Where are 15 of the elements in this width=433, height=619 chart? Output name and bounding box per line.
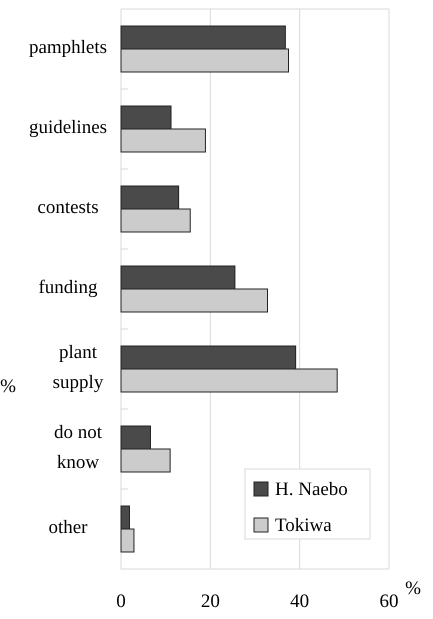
- y-tick-label: plant supply: [52, 342, 104, 394]
- legend-label: Tokiwa: [275, 515, 332, 536]
- x-axis-title: %: [405, 578, 422, 599]
- x-tick-label: 60: [380, 591, 398, 612]
- x-tick-label: 40: [290, 591, 310, 612]
- y-axis-title: %: [0, 376, 16, 397]
- x-tick-label: 0: [116, 591, 126, 612]
- y-tick-label: other: [48, 517, 88, 538]
- y-tick-label: contests: [37, 197, 99, 218]
- legend-label: H. Naebo: [275, 479, 348, 500]
- y-tick-label: pamphlets: [28, 37, 108, 58]
- y-tick-label: guidelines: [28, 117, 108, 138]
- x-tick-label: 20: [200, 591, 220, 612]
- y-tick-label: funding: [38, 277, 98, 298]
- y-tick-label: do not know: [54, 422, 103, 474]
